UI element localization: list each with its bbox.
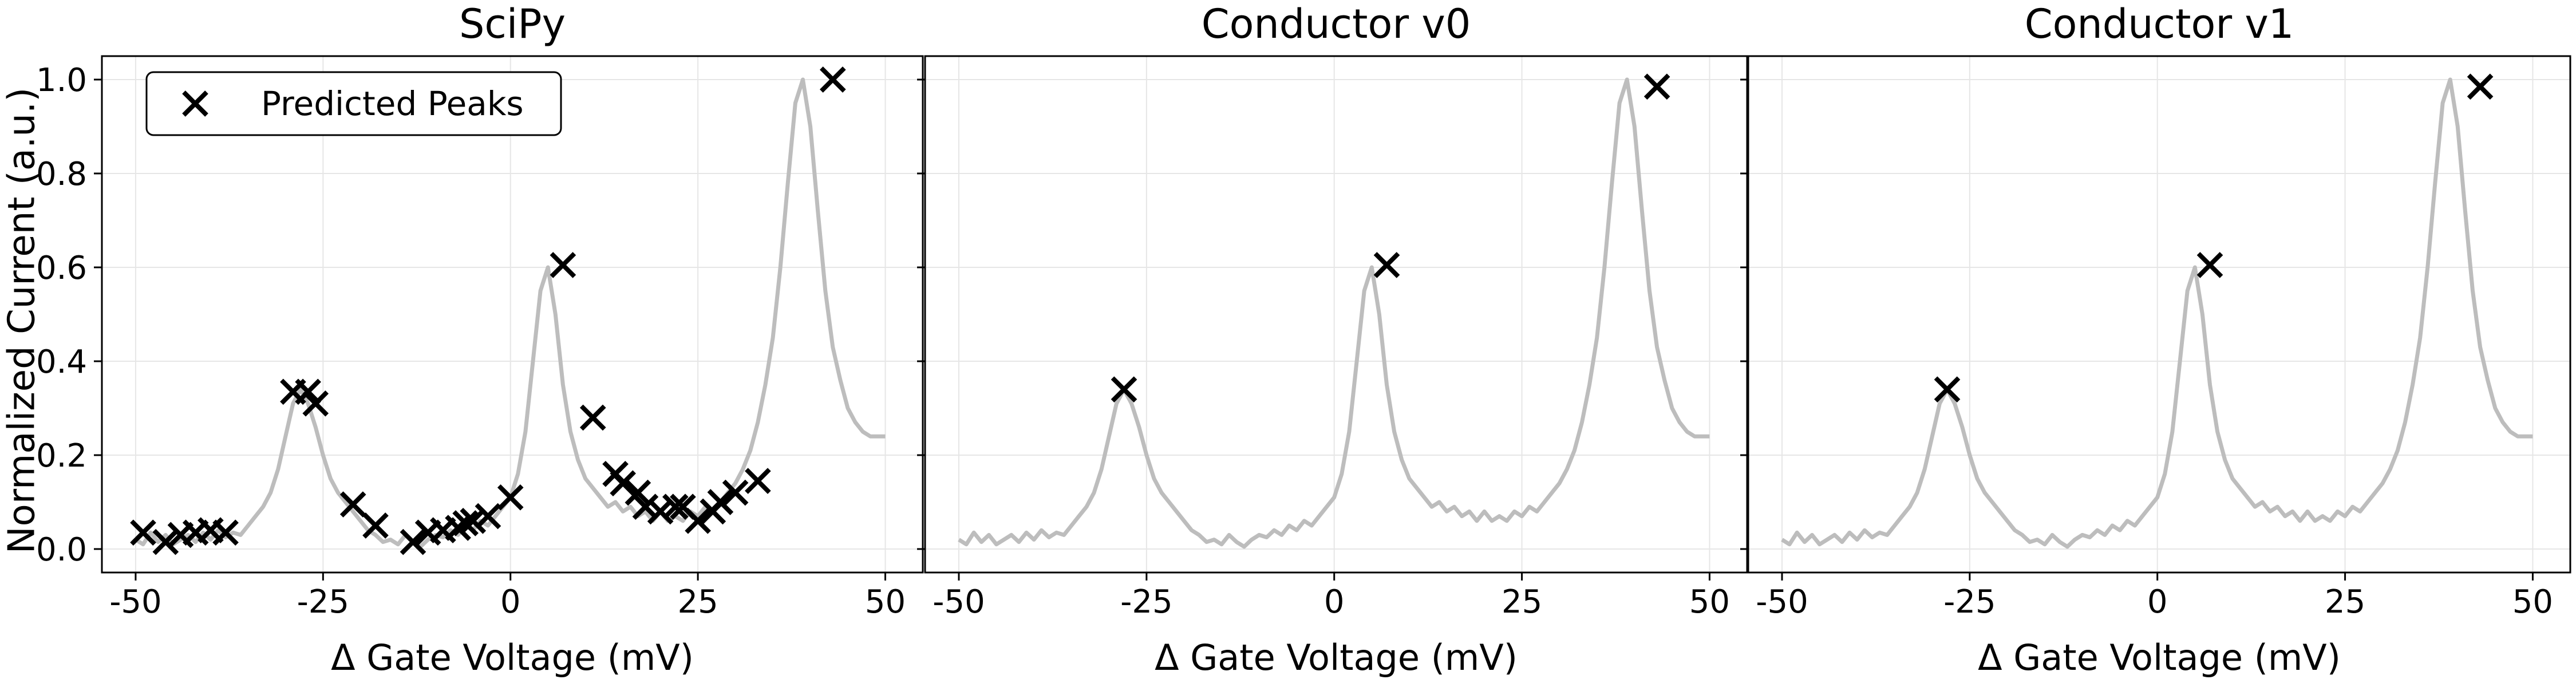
- predicted-peak-marker: [452, 510, 479, 536]
- x-axis-label: Δ Gate Voltage (mV): [1155, 637, 1518, 678]
- predicted-peak-marker: [302, 390, 329, 417]
- x-tick-label: -25: [1943, 583, 1996, 621]
- predicted-peak-marker: [460, 507, 487, 534]
- chart-panel-2: -50 -25 0 25 50 Conductor v0 Δ Gate Voltage (m…: [917, 1, 1748, 678]
- x-axis-label: Δ Gate Voltage (mV): [1978, 637, 2341, 678]
- predicted-peak-marker: [400, 528, 426, 555]
- panel-title: Conductor v1: [2025, 1, 2294, 48]
- predicted-peak-marker: [295, 378, 321, 405]
- predicted-peak-marker: [579, 404, 606, 431]
- predicted-peak-marker: [820, 66, 846, 93]
- signal-trace-line: [1781, 77, 2533, 549]
- x-tick-label: -25: [297, 583, 349, 621]
- predicted-peak-marker: [475, 503, 501, 530]
- x-tick-label: -50: [109, 583, 161, 621]
- predicted-peak-marker: [722, 479, 749, 506]
- legend: Predicted Peaks: [145, 71, 562, 136]
- y-axis-label: Normalized Current (a.u.): [1, 88, 44, 554]
- predicted-peak-marker: [1643, 73, 1670, 100]
- x-tick-label: 0: [1324, 583, 1345, 621]
- x-tick-label: 25: [1502, 583, 1542, 621]
- predicted-peak-marker: [632, 493, 659, 520]
- predicted-peak-marker: [1373, 252, 1400, 278]
- x-tick-label: 25: [2325, 583, 2365, 621]
- x-tick-label: -50: [1756, 583, 1808, 621]
- predicted-peak-marker: [1111, 376, 1137, 403]
- x-axis-label: Δ Gate Voltage (mV): [331, 637, 694, 678]
- y-tick-label: 0.0: [36, 531, 87, 568]
- x-tick-label: 50: [1689, 583, 1730, 621]
- predicted-peak-marker: [625, 479, 651, 506]
- axes-frame: [1747, 55, 2571, 574]
- x-tick-label: 50: [865, 583, 906, 621]
- x-tick-label: -25: [1120, 583, 1172, 621]
- predicted-peak-marker: [610, 470, 636, 497]
- panel-title: Conductor v0: [1202, 1, 1471, 48]
- signal-trace-line: [958, 77, 1710, 549]
- legend-marker-icon: [182, 90, 208, 117]
- panels: -50 -25 0 25 50 0.0 0.2 0.4 0.6 0.8 1.0 SciPy Δ Gate…: [36, 1, 2571, 678]
- predicted-peak-marker: [339, 491, 366, 518]
- predicted-peak-marker: [745, 468, 771, 494]
- legend-box: [145, 71, 562, 136]
- x-tick-label: -50: [933, 583, 985, 621]
- chart-panel-3: -50 -25 0 25 50 Conductor v1 Δ Gate Voltage (m…: [1740, 1, 2571, 678]
- predicted-peak-marker: [212, 519, 239, 546]
- y-tick-label: 0.2: [36, 437, 87, 475]
- predicted-peak-marker: [707, 489, 734, 515]
- y-tick-label: 0.4: [36, 344, 87, 381]
- axes-frame: [924, 55, 1748, 574]
- x-tick-label: 25: [677, 583, 718, 621]
- axes-frame: [101, 55, 924, 574]
- y-tick-label: 0.8: [36, 156, 87, 193]
- legend-label: Predicted Peaks: [261, 84, 524, 123]
- predicted-peak-marker: [685, 507, 711, 534]
- x-tick-label: 0: [500, 583, 521, 621]
- chart-panel-1: -50 -25 0 25 50 0.0 0.2 0.4 0.6 0.8 1.0 SciPy Δ Gate…: [36, 1, 924, 678]
- predicted-peak-marker: [497, 484, 524, 511]
- predicted-peak-marker: [1934, 376, 1961, 403]
- predicted-peak-marker: [362, 512, 389, 539]
- predicted-peak-marker: [550, 252, 576, 278]
- predicted-peak-marker: [2196, 252, 2223, 278]
- predicted-peak-marker: [2467, 73, 2494, 100]
- y-tick-label: 0.6: [36, 250, 87, 287]
- predicted-peak-marker: [662, 493, 689, 520]
- x-tick-label: 0: [2147, 583, 2168, 621]
- panel-title: SciPy: [459, 1, 566, 48]
- predicted-peak-marker: [130, 519, 156, 546]
- y-tick-label: 1.0: [36, 62, 87, 99]
- predicted-peak-marker: [647, 498, 674, 525]
- predicted-peak-marker: [152, 528, 179, 555]
- x-tick-label: 50: [2512, 583, 2553, 621]
